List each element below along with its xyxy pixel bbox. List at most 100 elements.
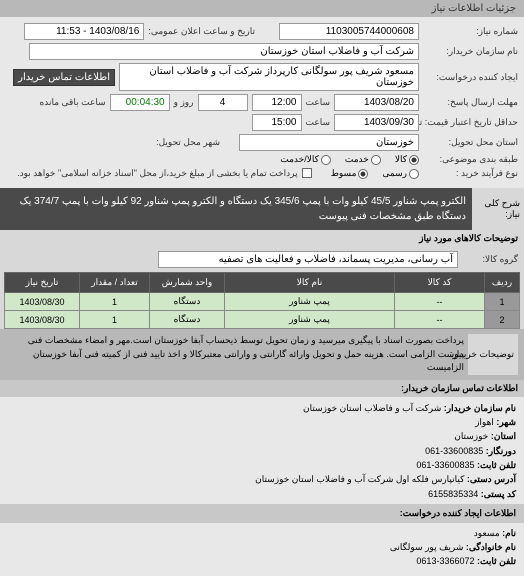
fv: 33600835-061 [425,446,483,456]
th-name: نام کالا [225,273,395,293]
announce-date-value: 1403/08/16 - 11:53 [24,23,144,40]
fl: تلفن ثابت: [477,556,516,566]
fv: مسعود [474,528,500,538]
announce-date-label: تاریخ و ساعت اعلان عمومی: [148,26,255,37]
cell: 1 [80,311,150,329]
fl: نام: [502,528,516,538]
row-quantity-type: طبقه بندی موضوعی: کالا خدمت کالا/خدمت [6,154,518,165]
footer-line: نام سازمان خریدار: شرکت آب و فاضلاب استا… [8,401,516,415]
fl: نام سازمان خریدار: [444,403,516,413]
footer-line: کد پستی: 6155835334 [8,487,516,501]
main-form: شماره نیاز: 1103005744000608 تاریخ و ساع… [0,17,524,188]
th-unit: واحد شمارش [150,273,225,293]
group-row: گروه کالا: آب رسانی، مدیریت پسماند، فاضل… [0,247,524,272]
payment-label: پرداخت تمام یا بخشی از مبلغ خرید،از محل … [17,168,297,179]
cell: دستگاه [150,293,225,311]
row-delivery-province: استان محل تحویل: خوزستان شهر محل تحویل: [6,134,518,151]
contact-button[interactable]: اطلاعات تماس خریدار [13,69,115,86]
table-row: 1 -- پمپ شناور دستگاه 1 1403/08/30 [5,293,520,311]
radio-informal[interactable]: مسوط [331,168,369,179]
payment-checkbox[interactable] [302,168,312,179]
radio-both[interactable]: کالا/خدمت [280,154,331,165]
fv: شرکت آب و فاضلاب استان خوزستان [303,403,441,413]
fv: کیانپارس فلکه اول شرکت آب و فاضلاب استان… [255,474,464,484]
description-band: شرح کلی نیاز: الکترو پمپ شناور 45/5 کیلو… [0,188,524,230]
fv: 33600835-061 [416,460,474,470]
th-date: تاریخ نیاز [5,273,80,293]
radio-service[interactable]: خدمت [345,154,381,165]
fl: آدرس دستی: [467,474,516,484]
delivery-city-label: شهر محل تحویل: [156,137,220,148]
fl: شهر: [496,417,516,427]
panel-title: جزئیات اطلاعات نیاز [432,3,516,14]
cell: 1403/08/30 [5,293,80,311]
footer-line: نام: مسعود [8,526,516,540]
footer-line: تلفن ثابت: 33600835-061 [8,458,516,472]
price-valid-time: 15:00 [252,114,302,131]
table-row: 2 -- پمپ شناور دستگاه 1 1403/08/30 [5,311,520,329]
desc-text: الکترو پمپ شناور 45/5 کیلو وات با پمپ 34… [0,188,472,230]
request-no-value: 1103005744000608 [279,23,419,40]
price-valid-date: 1403/09/30 [334,114,419,131]
row-price-valid: حداقل تاریخ اعتبار قیمت: تا تاریخ: 1403/… [6,114,518,131]
buyer-org-value: شرکت آب و فاضلاب استان خوزستان [29,43,419,60]
qty-type-label: طبقه بندی موضوعی: [423,154,518,165]
radio-goods[interactable]: کالا [395,154,419,165]
cell: 1403/08/30 [5,311,80,329]
remaining-time: 00:04:30 [110,94,170,111]
fv: اهواز [475,417,494,427]
th-row: ردیف [485,273,520,293]
footer-info: نام سازمان خریدار: شرکت آب و فاضلاب استا… [0,397,524,573]
fv: شریف پور سولگانی [390,542,463,552]
row-process-type: نوع فرآیند خرید : رسمی مسوط پرداخت تمام … [6,168,518,179]
row-deadline: مهلت ارسال پاسخ: 1403/08/20 ساعت 12:00 4… [6,94,518,111]
footer-line: شهر: اهواز [8,415,516,429]
fv: خوزستان [454,431,488,441]
delivery-province-label: استان محل تحویل: [423,137,518,148]
group-label: گروه کالا: [458,254,518,265]
notes-label: توضیحات خریدار: [468,334,518,375]
delivery-province: خوزستان [239,134,419,151]
cell: دستگاه [150,311,225,329]
cell: پمپ شناور [225,311,395,329]
creator-section-title: اطلاعات ایجاد کننده درخواست: [0,504,524,522]
row-request-no: شماره نیاز: 1103005744000608 تاریخ و ساع… [6,23,518,40]
process-label: نوع فرآیند خرید : [423,168,518,179]
remaining-label: ساعت باقی مانده [40,97,106,108]
fl: کد پستی: [481,489,516,499]
deadline-label: مهلت ارسال پاسخ: [423,97,518,108]
price-valid-label: حداقل تاریخ اعتبار قیمت: تا تاریخ: [423,117,518,128]
days-count: 4 [198,94,248,111]
radio-tender[interactable]: رسمی [382,168,419,179]
notes-band: توضیحات خریدار: پرداخت بصورت اسناد با پی… [0,329,524,380]
th-code: کد کالا [395,273,485,293]
form-container: جزئیات اطلاعات نیاز شماره نیاز: 11030057… [0,0,524,573]
fl: تلفن ثابت: [477,460,516,470]
cell: 1 [485,293,520,311]
details-section-title: توضیحات کالاهای مورد نیاز [0,230,524,247]
items-table: ردیف کد کالا نام کالا واحد شمارش تعداد /… [4,272,520,329]
fv: 3366072-0613 [416,556,474,566]
group-value: آب رسانی، مدیریت پسماند، فاضلاب و فعالیت… [158,251,458,268]
cell: -- [395,311,485,329]
footer-line: نام خانوادگی: شریف پور سولگانی [8,540,516,554]
table-header-row: ردیف کد کالا نام کالا واحد شمارش تعداد /… [5,273,520,293]
deadline-date: 1403/08/20 [334,94,419,111]
fl: دورنگار: [486,446,516,456]
buyer-org-label: نام سازمان خریدار: [423,46,518,57]
fl: استان: [491,431,516,441]
footer-section-title: اطلاعات تماس سازمان خریدار: [0,380,524,397]
fv: 6155835334 [428,489,478,499]
creator-value: مسعود شریف پور سولگانی کارپرداز شرکت آب … [119,63,419,91]
footer-line: آدرس دستی: کیانپارس فلکه اول شرکت آب و ف… [8,472,516,486]
creator-label: ایجاد کننده درخواست: [423,72,518,83]
row-buyer-org: نام سازمان خریدار: شرکت آب و فاضلاب استا… [6,43,518,60]
cell: پمپ شناور [225,293,395,311]
fl: نام خانوادگی: [466,542,516,552]
row-creator: ایجاد کننده درخواست: مسعود شریف پور سولگ… [6,63,518,91]
panel-header: جزئیات اطلاعات نیاز [0,0,524,17]
footer-line: استان: خوزستان [8,429,516,443]
request-no-label: شماره نیاز: [423,26,518,37]
cell: -- [395,293,485,311]
th-qty: تعداد / مقدار [80,273,150,293]
